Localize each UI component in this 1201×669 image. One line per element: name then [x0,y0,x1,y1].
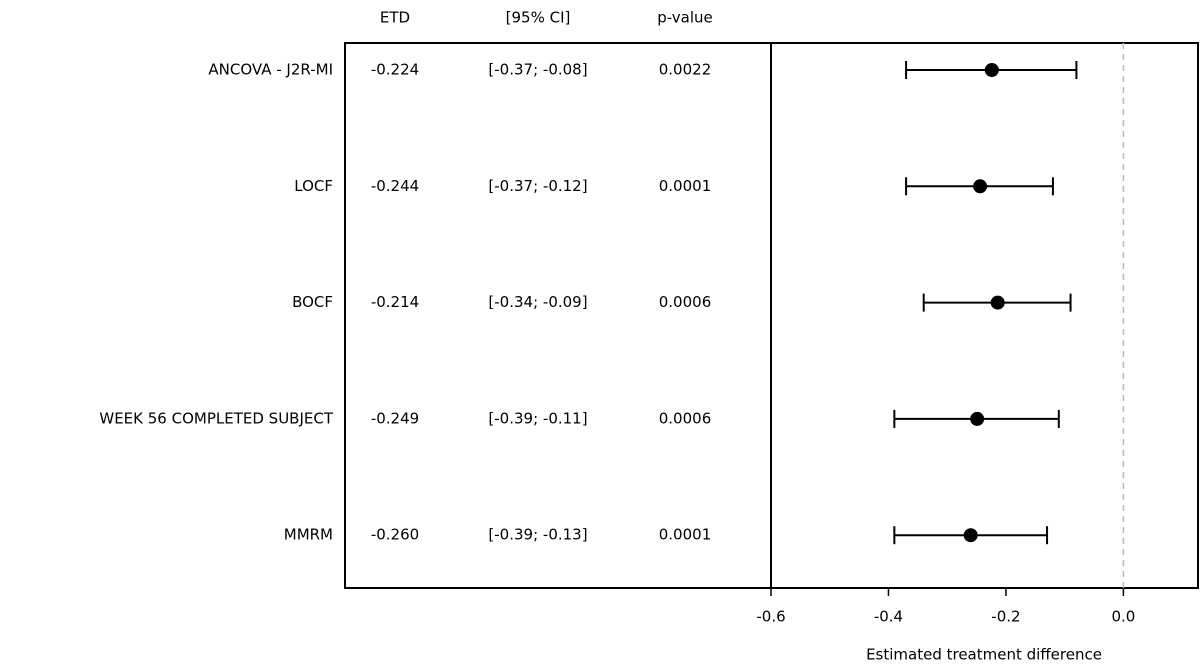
p-value: 0.0022 [659,61,712,79]
etd-value: -0.244 [371,177,419,195]
point-estimate [990,295,1005,310]
x-axis-label: Estimated treatment difference [866,646,1102,664]
p-value: 0.0006 [659,293,712,311]
point-estimate [984,63,999,77]
p-value: 0.0001 [659,177,712,195]
etd-value: -0.214 [371,293,419,311]
etd-value: -0.249 [371,409,419,427]
ci-label: [-0.37; -0.08] [488,61,587,79]
p-value: 0.0001 [659,526,712,544]
etd-value: -0.224 [371,61,419,79]
row-label: MMRM [284,526,333,544]
row-label: ANCOVA - J2R-MI [208,61,333,79]
ci-label: [-0.34; -0.09] [488,293,587,311]
ci-label: [-0.37; -0.12] [488,177,587,195]
column-header: [95% CI] [506,9,571,27]
row-label: BOCF [292,293,333,311]
point-estimate [973,179,988,194]
point-estimate [963,528,978,543]
point-estimate [970,411,985,426]
x-tick-label: -0.4 [874,608,903,626]
p-value: 0.0006 [659,409,712,427]
column-header: p-value [657,9,713,27]
row-label: LOCF [294,177,333,195]
ci-label: [-0.39; -0.13] [488,526,587,544]
column-header: ETD [380,9,410,27]
ci-label: [-0.39; -0.11] [488,409,587,427]
x-tick-label: -0.6 [756,608,785,626]
x-tick-label: 0.0 [1111,608,1135,626]
x-tick-label: -0.2 [991,608,1020,626]
row-label: WEEK 56 COMPLETED SUBJECT [99,409,333,427]
etd-value: -0.260 [371,526,419,544]
